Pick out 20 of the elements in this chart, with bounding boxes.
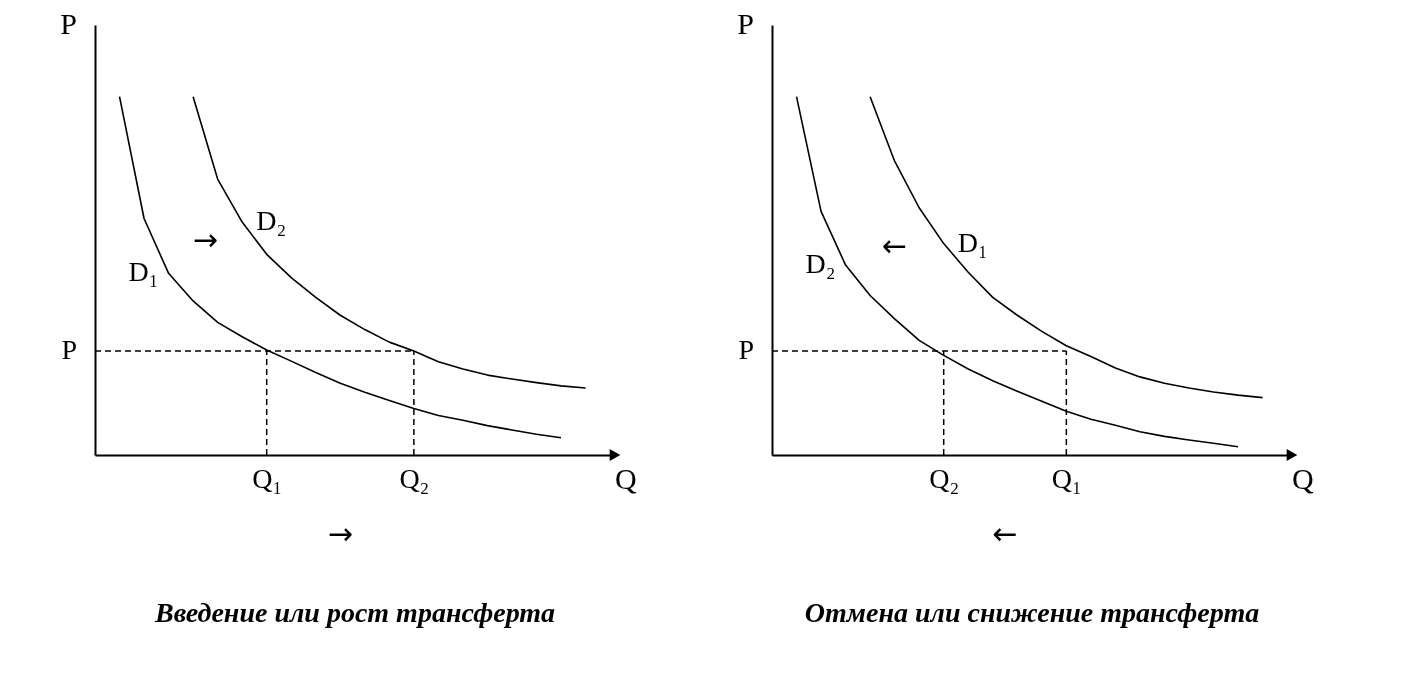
annotation: → [192, 221, 218, 257]
x-tick-label: Q₂ [929, 462, 960, 494]
x-axis-title: Q [615, 462, 637, 495]
text: Введение или рост трансферта [153, 597, 556, 628]
y-axis-title: P [737, 7, 754, 40]
x-tick-label: Q₂ [399, 462, 430, 494]
series-label: D₂ [256, 205, 287, 237]
series-label: D₁ [128, 256, 159, 288]
series-label: D₂ [805, 248, 836, 280]
text: Отмена или снижение трансферта [804, 597, 1260, 628]
x-axis-title: Q [1292, 462, 1314, 495]
x-tick-label: Q₁ [252, 462, 283, 494]
ref-line-label: P [738, 334, 754, 366]
ref-line-label: P [61, 334, 77, 366]
y-axis-title: P [60, 7, 77, 40]
text: ← [992, 516, 1018, 551]
x-tick-label: Q₁ [1051, 462, 1082, 494]
series-label: D₁ [957, 226, 988, 258]
annotation: ← [882, 228, 908, 264]
text: → [327, 516, 353, 551]
